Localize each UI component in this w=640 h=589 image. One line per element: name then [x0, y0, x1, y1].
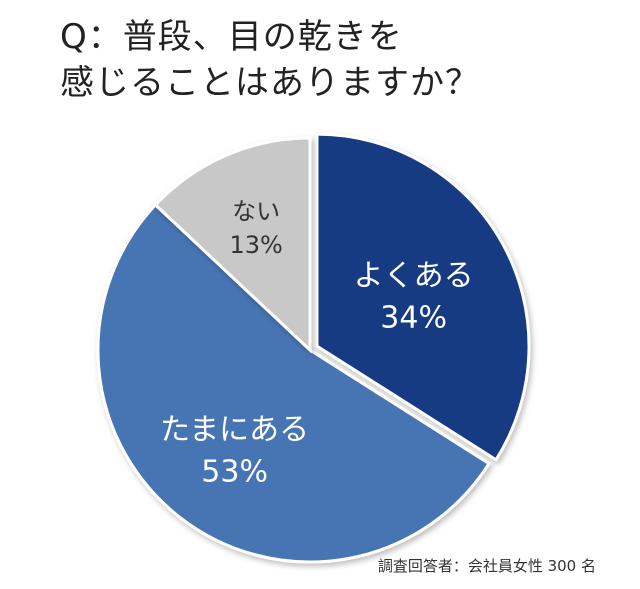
slice-value-0: 34% — [380, 301, 447, 336]
slice-value-1: 53% — [201, 455, 268, 490]
slice-label-1: たまにある — [160, 413, 309, 448]
slice-value-2: 13% — [229, 231, 282, 259]
slice-label-0: よくある — [354, 259, 474, 294]
pie-slice-2 — [153, 136, 312, 354]
chart-title: Q：普段、目の乾きを 感じることはありますか？ — [60, 14, 620, 106]
title-line-1: Q：普段、目の乾きを — [60, 17, 403, 57]
slice-label-2: ない — [232, 197, 280, 225]
pie-slice-1 — [96, 202, 492, 564]
survey-note: 調査回答者：会社員女性 300 名 — [377, 557, 596, 575]
pie-slice-0 — [315, 132, 531, 462]
title-line-2: 感じることはありますか？ — [60, 63, 480, 103]
